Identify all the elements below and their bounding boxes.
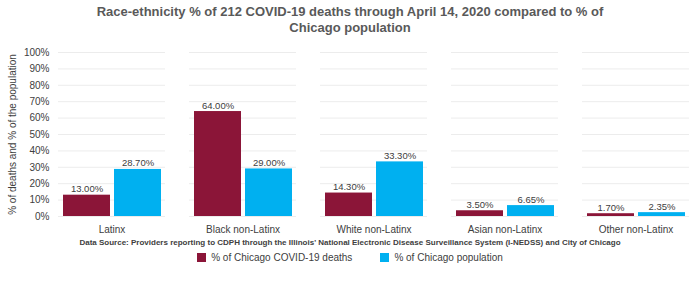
svg-text:Black non-Latinx: Black non-Latinx <box>206 224 280 235</box>
svg-text:70%: 70% <box>29 96 49 107</box>
svg-text:60%: 60% <box>29 112 49 123</box>
svg-text:0%: 0% <box>35 211 50 222</box>
svg-text:28.70%: 28.70% <box>122 157 155 168</box>
svg-text:50%: 50% <box>29 129 49 140</box>
svg-text:29.00%: 29.00% <box>253 157 286 168</box>
svg-text:3.50%: 3.50% <box>467 199 494 210</box>
svg-text:100%: 100% <box>24 47 50 58</box>
html-text:% of Chicago COVID-19 deaths: % of Chicago COVID-19 deaths <box>211 252 353 263</box>
svg-text:% of deaths and % of the popul: % of deaths and % of the population <box>7 54 18 215</box>
svg-text:6.65%: 6.65% <box>518 194 545 205</box>
svg-text:14.30%: 14.30% <box>333 181 366 192</box>
svg-text:13.00%: 13.00% <box>71 183 104 194</box>
svg-text:80%: 80% <box>29 80 49 91</box>
svg-text:Other non-Latinx: Other non-Latinx <box>599 224 674 235</box>
svg-text:90%: 90% <box>29 63 49 74</box>
svg-text:Latinx: Latinx <box>99 224 126 235</box>
html-text:% of Chicago population: % of Chicago population <box>394 252 503 263</box>
svg-text:30%: 30% <box>29 162 49 173</box>
html-text:Data Source: Providers reporti: Data Source: Providers reporting to CDPH… <box>79 238 621 247</box>
svg-text:2.35%: 2.35% <box>649 201 676 212</box>
svg-text:White non-Latinx: White non-Latinx <box>336 224 411 235</box>
html-text:Race-ethnicity % of 212 COVID-: Race-ethnicity % of 212 COVID-19 deaths … <box>96 4 604 35</box>
svg-text:20%: 20% <box>29 178 49 189</box>
svg-text:Asian non-Latinx: Asian non-Latinx <box>468 224 543 235</box>
svg-text:33.30%: 33.30% <box>384 150 417 161</box>
svg-text:1.70%: 1.70% <box>598 202 625 213</box>
svg-text:64.00%: 64.00% <box>202 100 235 111</box>
svg-text:40%: 40% <box>29 145 49 156</box>
svg-text:10%: 10% <box>29 194 49 205</box>
